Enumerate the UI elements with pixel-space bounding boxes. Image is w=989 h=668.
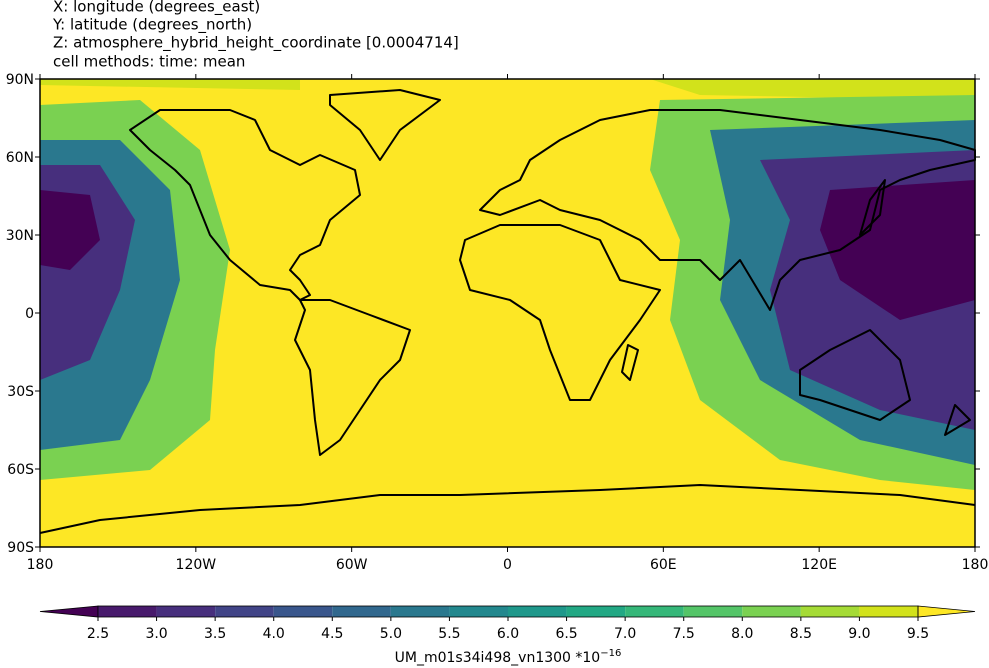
colorbar-segment — [390, 606, 450, 617]
colorbar-segment — [625, 606, 684, 617]
colorbar-segment — [859, 606, 918, 617]
colorbar-tick-label: 6.5 — [555, 626, 577, 642]
colorbar-segment — [566, 606, 626, 617]
header-line: Y: latitude (degrees_north) — [52, 16, 252, 35]
x-tick-label: 120W — [176, 557, 217, 573]
colorbar-tick-label: 5.0 — [380, 626, 402, 642]
colorbar-tick-label: 7.0 — [614, 626, 636, 642]
header-line: X: longitude (degrees_east) — [53, 0, 260, 17]
y-tick-label: 30N — [6, 228, 34, 244]
y-tick-label: 60N — [6, 150, 34, 166]
colorbar-tick-label: 6.0 — [497, 626, 519, 642]
colorbar-extend — [39, 605, 99, 618]
y-tick-label: 0 — [25, 306, 34, 322]
colorbar-tick-label: 2.5 — [87, 626, 109, 642]
colorbar-tick-label: 3.5 — [204, 626, 226, 642]
colorbar-segment — [215, 606, 274, 617]
colorbar-extend — [917, 605, 976, 618]
colorbar-tick-label: 3.0 — [145, 626, 167, 642]
y-tick-label: 90N — [6, 72, 34, 88]
colorbar-segment — [156, 606, 216, 617]
colorbar-segment — [683, 606, 743, 617]
y-tick-label: 30S — [7, 384, 34, 400]
x-tick-label: 60W — [336, 557, 368, 573]
header-line: cell methods: time: mean — [53, 53, 245, 71]
colorbar-tick-label: 4.5 — [321, 626, 343, 642]
x-tick-label: 120E — [801, 557, 837, 573]
colorbar-segment — [332, 606, 391, 617]
x-tick-label: 60E — [650, 557, 677, 573]
x-tick-label: 180 — [27, 557, 54, 573]
colorbar-segment — [449, 606, 508, 617]
colorbar-tick-label: 4.0 — [263, 626, 285, 642]
label-text: UM_m01s34i498_vn1300 *10 — [395, 650, 601, 666]
header-line: Z: atmosphere_hybrid_height_coordinate [… — [53, 34, 459, 53]
colorbar-tick-label: 8.0 — [731, 626, 753, 642]
y-tick-label: 90S — [7, 540, 34, 556]
colorbar-tick-label: 5.5 — [438, 626, 460, 642]
colorbar-segment — [800, 606, 860, 617]
label-exponent: −16 — [600, 648, 621, 659]
colorbar-label: UM_m01s34i498_vn1300 *10−16 — [395, 648, 622, 666]
colorbar-tick-label: 9.0 — [848, 626, 870, 642]
colorbar-segment — [273, 606, 333, 617]
y-tick-label: 60S — [7, 462, 34, 478]
x-tick-label: 180 — [962, 557, 989, 573]
colorbar-tick-label: 7.5 — [673, 626, 695, 642]
field — [40, 79, 975, 547]
colorbar-tick-label: 8.5 — [790, 626, 812, 642]
x-tick-label: 0 — [503, 557, 512, 573]
colorbar-segment — [742, 606, 801, 617]
colorbar-segment — [508, 606, 567, 617]
colorbar-segment — [98, 606, 157, 617]
colorbar-tick-label: 9.5 — [907, 626, 929, 642]
coastlines — [39, 89, 976, 534]
